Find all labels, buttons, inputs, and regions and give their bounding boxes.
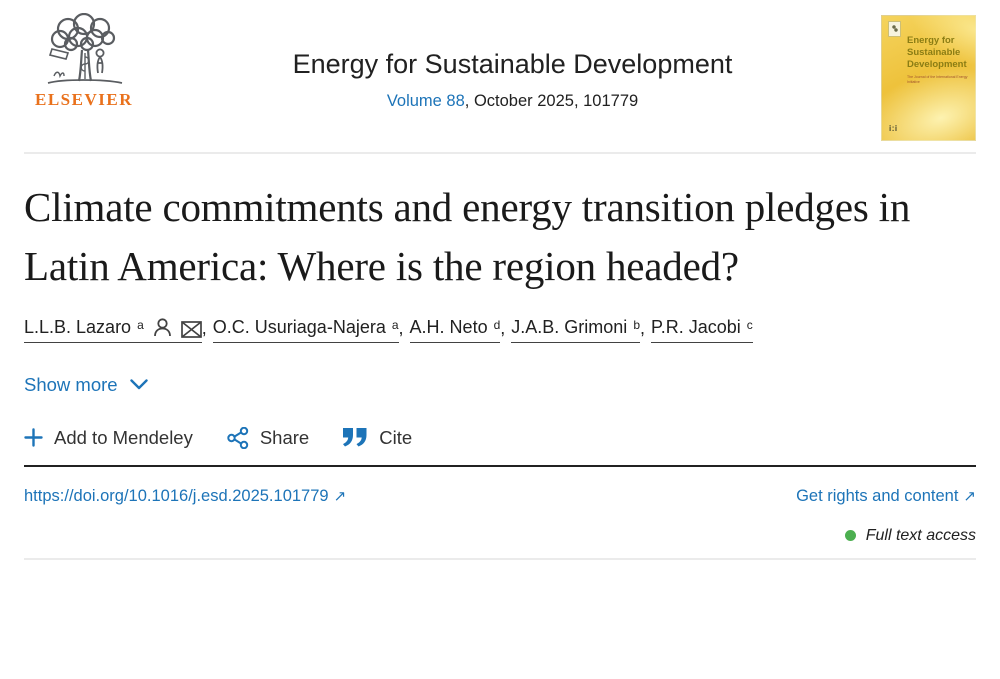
get-rights-link[interactable]: Get rights and content ↗ — [796, 487, 976, 506]
volume-link[interactable]: Volume 88 — [386, 92, 465, 110]
show-more-label: Show more — [24, 373, 118, 395]
journal-title-link[interactable]: Energy for Sustainable Development — [292, 49, 733, 79]
email-envelope-icon — [180, 321, 202, 338]
add-to-mendeley-button[interactable]: Add to Mendeley — [24, 427, 193, 449]
author-separator: , — [640, 317, 646, 338]
external-link-icon: ↗ — [333, 487, 347, 505]
doi-rights-row: https://doi.org/10.1016/j.esd.2025.10177… — [24, 487, 976, 506]
access-status-label: Full text access — [865, 526, 976, 544]
doi-link[interactable]: https://doi.org/10.1016/j.esd.2025.10177… — [24, 487, 346, 506]
author-separator: , — [398, 317, 404, 338]
cover-elsevier-mini-logo — [888, 21, 901, 37]
open-access-dot-icon — [844, 530, 856, 542]
author-name[interactable]: O.C. Usuriaga-Najera — [212, 316, 386, 337]
add-to-mendeley-label: Add to Mendeley — [54, 426, 193, 448]
plus-icon — [24, 428, 43, 448]
rights-text: Get rights and content — [796, 486, 959, 505]
article-title: Climate commitments and energy transitio… — [24, 184, 911, 290]
elsevier-logo[interactable]: ELSEVIER — [24, 13, 144, 110]
cite-label: Cite — [379, 426, 413, 448]
cover-journal-title: Energy for Sustainable Development — [907, 35, 967, 70]
access-status-row: Full text access — [24, 527, 976, 545]
author-name[interactable]: J.A.B. Grimoni — [511, 316, 628, 337]
corresponding-author-icon — [153, 317, 172, 338]
share-button[interactable]: Share — [227, 426, 310, 449]
bottom-divider — [24, 557, 976, 560]
cite-button[interactable]: Cite — [343, 427, 412, 449]
author-separator: , — [500, 317, 506, 338]
author-link-neto[interactable]: A.H. Neto d — [409, 316, 501, 343]
share-icon — [227, 426, 249, 449]
author-affiliation-sup: a — [391, 317, 399, 332]
authors-list: L.L.B. Lazaro a , O.C. Usuriaga-Najera a ,… — [24, 317, 976, 343]
author-link-jacobi[interactable]: P.R. Jacobi c — [651, 317, 753, 343]
author-separator: , — [201, 317, 207, 338]
author-link-lazaro[interactable]: L.L.B. Lazaro a — [24, 317, 202, 343]
author-affiliation-sup: d — [493, 317, 501, 332]
author-affiliation-sup: b — [633, 317, 640, 332]
journal-title-block: Energy for Sustainable Development Volum… — [144, 13, 881, 111]
cover-publisher-mark: i:i — [889, 124, 898, 133]
elsevier-wordmark: ELSEVIER — [35, 90, 133, 109]
article-header-page: ELSEVIER Energy for Sustainable Developm… — [24, 0, 976, 560]
author-affiliation-sup: a — [137, 317, 144, 332]
author-name[interactable]: A.H. Neto — [409, 316, 488, 337]
author-affiliation-sup: c — [746, 317, 753, 332]
author-link-usuriaga-najera[interactable]: O.C. Usuriaga-Najera a — [212, 316, 399, 343]
show-more-button[interactable]: Show more — [24, 374, 148, 396]
author-link-grimoni[interactable]: J.A.B. Grimoni b — [511, 317, 640, 343]
header-divider — [24, 152, 976, 154]
action-bar: Add to Mendeley Share Cite — [24, 426, 976, 449]
action-bar-wrap: Add to Mendeley Share Cite — [24, 426, 976, 467]
elsevier-tree-icon — [47, 13, 123, 84]
doi-text: https://doi.org/10.1016/j.esd.2025.10177… — [24, 486, 329, 505]
volume-issue-line: Volume 88, October 2025, 101779 — [144, 92, 881, 111]
journal-header: ELSEVIER Energy for Sustainable Developm… — [24, 0, 976, 152]
share-label: Share — [259, 426, 310, 448]
chevron-down-icon — [129, 379, 148, 390]
author-name[interactable]: P.R. Jacobi — [651, 316, 741, 337]
author-name[interactable]: L.L.B. Lazaro — [24, 316, 132, 337]
cover-journal-subtitle: The Journal of the International Energy … — [907, 75, 968, 84]
issue-info: , October 2025, 101779 — [464, 92, 639, 110]
external-link-icon: ↗ — [963, 487, 976, 505]
journal-cover-thumbnail[interactable]: Energy for Sustainable Development The J… — [881, 15, 976, 141]
cite-quote-icon — [343, 428, 367, 447]
